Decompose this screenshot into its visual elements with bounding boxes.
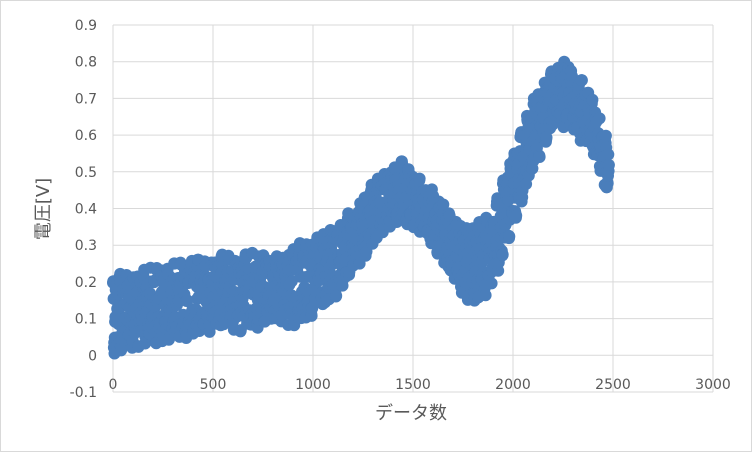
y-axis-title: 電圧[V] — [33, 178, 54, 240]
y-tick-label: 0.4 — [75, 202, 97, 218]
x-tick-label: 2000 — [495, 377, 531, 393]
x-tick-label: 1500 — [395, 377, 431, 393]
y-tick-labels: -0.1 0 0.1 0.2 0.3 0.4 0.5 0.6 0.7 0.8 0.9 — [70, 18, 97, 401]
y-tick-label: 0.9 — [75, 18, 97, 34]
data-point — [181, 294, 194, 307]
data-point — [437, 198, 450, 211]
y-tick-label: 0.7 — [75, 91, 97, 107]
y-tick-label: 0.1 — [75, 312, 97, 328]
x-tick-label: 0 — [109, 377, 118, 393]
y-tick-label: 0.2 — [75, 275, 97, 291]
y-tick-label: 0.8 — [75, 55, 97, 71]
y-tick-label: 0.5 — [75, 165, 97, 181]
x-axis-title: データ数 — [375, 403, 447, 424]
x-tick-labels: 0 500 1000 1500 2000 2500 3000 — [109, 377, 731, 393]
data-point — [533, 151, 546, 163]
data-point — [413, 172, 426, 185]
data-point — [496, 248, 509, 261]
data-point — [485, 277, 498, 290]
data-point — [503, 230, 516, 243]
x-tick-label: 1000 — [295, 377, 331, 393]
data-point — [593, 112, 606, 125]
data-point — [602, 159, 615, 171]
x-tick-label: 3000 — [695, 377, 731, 393]
data-point — [586, 93, 599, 106]
data-points — [107, 55, 615, 360]
y-tick-label: -0.1 — [70, 385, 97, 401]
data-point — [602, 148, 615, 161]
data-point — [575, 74, 588, 87]
data-point — [330, 289, 343, 302]
data-point — [479, 289, 492, 302]
data-point — [510, 209, 523, 222]
data-point — [540, 131, 553, 144]
y-tick-label: 0.3 — [75, 238, 97, 254]
data-point — [599, 129, 612, 142]
y-tick-label: 0.6 — [75, 128, 97, 144]
x-tick-label: 500 — [200, 377, 227, 393]
x-tick-label: 2500 — [595, 377, 631, 393]
y-tick-label: 0 — [88, 348, 97, 364]
